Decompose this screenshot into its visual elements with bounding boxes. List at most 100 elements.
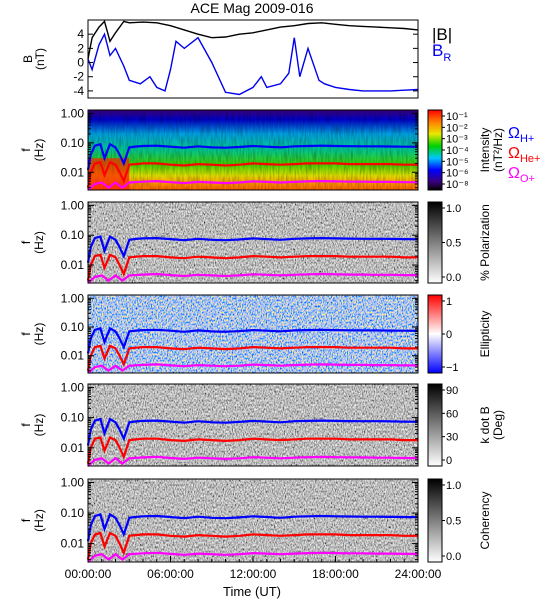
freq-ylabel: f (Hz) [19,414,46,437]
legend-omega-o-sub: O+ [520,173,535,185]
colorbar-tick-label: 10⁻⁶ [446,168,469,180]
freq-ylabel-line1: f [19,240,33,244]
panel-gray-fill [88,202,418,283]
colorbar-label: % Polarization [478,204,492,281]
colorbar-label: Intensity (nT²/Hz) [478,128,505,173]
freq-tick-label: 0.10 [61,411,85,425]
omega-he-line [86,531,418,560]
omega-he-line [86,436,418,464]
colorbar-tick-label: 1 [446,296,452,308]
colorbar-label: Coherency [478,491,492,549]
freq-tick-label: 0.01 [61,349,85,363]
legend-b-r-sub: R [443,52,451,64]
omega-h-line [86,326,419,354]
colorbar [427,478,443,563]
omega-h-line [86,512,419,542]
freq-ylabel: f (Hz) [19,323,46,346]
panel-b-ytick-label: 0 [77,56,84,70]
colorbar-label-line1: Ellipticity [478,311,492,358]
colorbar [427,201,443,284]
omega-o-line [87,551,418,563]
panel-intensity-texture [88,110,418,190]
freq-ylabel-line2: (Hz) [32,139,46,162]
colorbar-tick-label: 30 [446,432,458,444]
omega-o-line [87,272,418,284]
x-axis-label: Time (UT) [223,584,281,599]
x-tick-label: 12:00:00 [230,567,277,581]
panel-4: 1.00 0.10 0.01 f (Hz) 90 60 30 0 k dot B (Deg) [19,380,505,467]
colorbar-label: k dot B (Deg) [478,406,505,443]
panel-frame [87,109,419,191]
colorbar-label-line2: (Deg) [491,410,505,440]
omega-o-line [87,455,418,467]
colorbar-tick-label: 10⁻⁵ [446,156,469,168]
freq-tick-label: 0.10 [61,320,85,334]
colorbar-label-line1: Intensity [478,128,492,173]
colorbar-label: Ellipticity [478,311,492,358]
freq-tick-label: 0.10 [61,136,85,150]
panel-gray-fill [88,384,418,466]
freq-tick-label: 0.01 [61,537,85,551]
freq-tick-label: 1.00 [61,475,85,489]
panels-layer: 420-2-4B(nT)|B|BR1.000.100.01f (Hz)10⁻¹10… [19,19,541,563]
freq-ylabel-line1: f [19,518,33,522]
legend-omega-h: ΩH+ [508,125,534,145]
freq-tick-label: 1.00 [61,291,85,305]
colorbar-label-line1: % Polarization [478,204,492,281]
colorbar-tick-label: −1 [446,362,459,374]
panel-b-ylabel-line2: (nT) [33,48,47,70]
legend-omega-he-sub: He+ [520,153,541,165]
colorbar-tick-label: 0.0 [446,272,461,284]
figure-title: ACE Mag 2009-016 [191,0,314,16]
panel-frame [87,201,419,284]
freq-ylabel-line2: (Hz) [32,323,46,346]
panel-b-ytick-label: 2 [77,41,84,55]
colorbar-tick-label: 1.0 [446,203,461,215]
freq-ylabel-line1: f [19,332,33,336]
colorbar-label-line1: Coherency [478,491,492,549]
omega-he-line [86,160,418,188]
panel-1: 1.000.100.01f (Hz)10⁻¹10⁻²10⁻³10⁻⁴10⁻⁵10⁻… [19,106,505,191]
colorbar-label-line2: (nT²/Hz) [491,128,505,172]
series-line-b-r [87,32,419,96]
panel-frame [87,383,419,467]
panel-2: 1.00 0.10 0.01 f (Hz) 1.0 0.5 0.0 % Polarization [19,198,492,284]
colorbar-tick-label: 10⁻⁴ [446,145,469,157]
x-tick-label: 06:00:00 [147,567,194,581]
colorbar-tick-label: 0 [446,455,452,467]
legend-b-r: BR [432,41,451,64]
freq-tick-label: 1.00 [61,198,85,212]
omega-he-line [86,253,418,281]
freq-ylabel: f (Hz) [19,139,46,162]
panel-3: 1.00 0.10 0.01 f (Hz) 1 0 −1 Ellipticity [19,291,492,374]
legend-omega-h-sub: H+ [520,133,534,145]
freq-tick-label: 1.00 [61,106,85,120]
colorbar-label-line1: k dot B [478,406,492,443]
x-axis: Time (UT) 00:00:00 06:00:00 12:00:00 18:00:… [65,556,442,599]
omega-he-line [86,344,418,371]
freq-ylabel-line1: f [19,148,33,152]
freq-tick-label: 1.00 [61,380,85,394]
freq-ylabel-line2: (Hz) [32,509,46,532]
freq-ylabel: f (Hz) [19,231,46,254]
omega-h-line [86,235,419,263]
colorbar [427,109,443,191]
panel-gray-fill [88,479,418,562]
freq-ylabel-line2: (Hz) [32,414,46,437]
colorbar-tick-label: 0.5 [446,238,461,250]
freq-ylabel: f (Hz) [19,509,46,532]
series-line-b-total [87,20,419,60]
colorbar-tick-label: 1.0 [446,480,461,492]
colorbar [427,294,443,374]
panel-5: 1.00 0.10 0.01 f (Hz) 1.0 0.5 0.0 Coherency [19,475,492,563]
colorbar-tick-label: 10⁻² [446,122,468,134]
panel-ellipticity-fill [88,295,418,373]
colorbar [427,383,443,467]
freq-ylabel-line1: f [19,423,33,427]
legend-b-total: |B| [432,25,452,44]
panel-b-ytick-label: -2 [73,70,84,84]
panel-b-ytick-label: 4 [77,27,84,41]
x-tick-label: 00:00:00 [65,567,112,581]
colorbar-tick-label: 10⁻³ [446,134,468,146]
freq-tick-label: 0.01 [61,258,85,272]
